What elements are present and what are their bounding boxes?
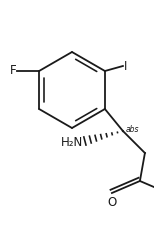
Text: I: I [124, 59, 127, 73]
Text: O: O [107, 196, 117, 209]
Text: abs: abs [126, 124, 139, 134]
Text: F: F [9, 65, 16, 78]
Text: H₂N: H₂N [61, 136, 83, 148]
